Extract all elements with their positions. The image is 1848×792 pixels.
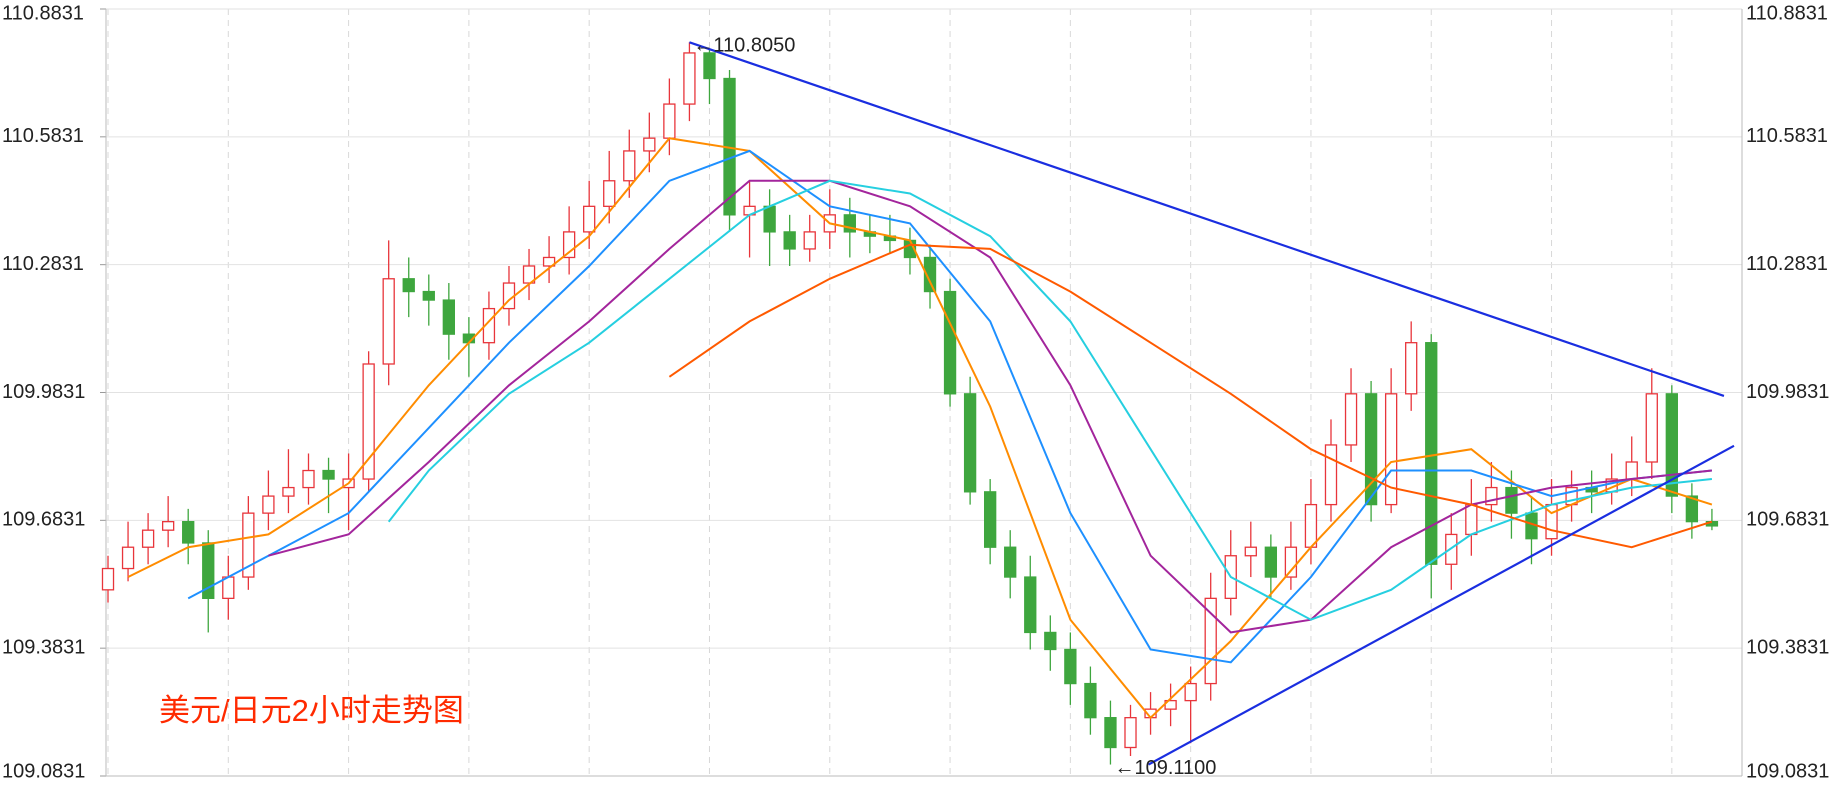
- y2-tick-label: 109.0831: [1746, 760, 1829, 782]
- candle-body: [402, 278, 415, 293]
- candle-body: [262, 495, 275, 514]
- candle-body: [1184, 682, 1197, 702]
- candle-body: [1645, 393, 1658, 463]
- candle-body: [202, 542, 215, 600]
- candle-body: [943, 290, 957, 395]
- candle-body: [663, 103, 676, 139]
- annotation: ←110.8050: [693, 35, 795, 57]
- candle-body: [362, 363, 375, 480]
- candle-body: [1264, 546, 1278, 578]
- candle-body: [1244, 546, 1257, 557]
- candle-body: [182, 521, 195, 544]
- candle-body: [1405, 342, 1418, 395]
- candle-body: [562, 231, 576, 259]
- candle-body: [1304, 503, 1318, 548]
- candle-body: [382, 278, 395, 365]
- ma-line: [387, 179, 1713, 621]
- chart-title: 美元/日元2小时走势图: [159, 693, 464, 728]
- y-tick-label: 110.5831: [2, 125, 84, 147]
- y-tick-label: 109.0831: [2, 760, 85, 782]
- candle-body: [623, 150, 636, 182]
- candle-body: [783, 231, 796, 250]
- candle-body: [442, 299, 456, 335]
- candle-body: [1024, 576, 1037, 634]
- y2-tick-label: 110.5831: [1746, 125, 1828, 147]
- candle-body: [1505, 486, 1518, 514]
- candle-body: [1204, 597, 1217, 685]
- candle-body: [923, 256, 937, 293]
- candle-body: [1084, 682, 1097, 719]
- trend-line: [1148, 444, 1735, 766]
- candle-body: [121, 546, 135, 570]
- candle-body: [1384, 393, 1398, 506]
- candle-body: [542, 256, 556, 267]
- y-tick-label: 110.8831: [2, 2, 84, 24]
- candle-body: [1064, 648, 1077, 685]
- ma-line: [668, 243, 1713, 549]
- candle-body: [983, 491, 997, 548]
- candle-body: [1004, 546, 1017, 578]
- candle-body: [1104, 717, 1117, 749]
- candle-body: [1364, 393, 1378, 506]
- candle-body: [583, 205, 596, 233]
- candle-body: [282, 486, 295, 497]
- annotation: ←109.1100: [1114, 757, 1216, 779]
- candle-body: [1425, 342, 1438, 565]
- candle-body: [161, 521, 175, 531]
- candle-body: [1685, 495, 1699, 523]
- candle-body: [482, 307, 496, 344]
- candle-body: [1284, 546, 1298, 578]
- y2-tick-label: 110.8831: [1746, 2, 1828, 24]
- ma-line: [187, 149, 1713, 664]
- candle-body: [843, 214, 856, 233]
- candle-body: [302, 469, 315, 489]
- candle-body: [1044, 631, 1057, 651]
- trend-line: [689, 41, 1725, 397]
- candle-body: [242, 512, 255, 578]
- candle-body: [803, 231, 816, 250]
- candle-body: [763, 205, 776, 233]
- candle-body: [141, 529, 155, 548]
- ma-line: [127, 137, 1713, 720]
- candle-body: [1485, 486, 1498, 506]
- candle-body: [1124, 717, 1137, 749]
- candle-body: [1465, 503, 1478, 536]
- candle-body: [1324, 444, 1338, 506]
- y-tick-label: 109.9831: [2, 381, 85, 403]
- candle-body: [1625, 461, 1638, 480]
- candle-body: [222, 576, 235, 600]
- y2-tick-label: 110.2831: [1746, 253, 1828, 275]
- y-tick-label: 109.3831: [2, 636, 85, 658]
- candle-body: [1344, 393, 1358, 446]
- candle-body: [963, 393, 977, 493]
- y2-tick-label: 109.6831: [1746, 509, 1829, 531]
- candle-body: [101, 567, 115, 591]
- candle-body: [322, 469, 335, 480]
- candle-body: [703, 52, 716, 80]
- y2-tick-label: 109.9831: [1746, 381, 1829, 403]
- candle-body: [603, 180, 616, 207]
- candle-body: [643, 137, 656, 152]
- y-tick-label: 109.6831: [2, 509, 85, 531]
- candle-body: [683, 52, 696, 105]
- y-tick-label: 110.2831: [2, 253, 84, 275]
- y2-tick-label: 109.3831: [1746, 636, 1829, 658]
- candle-body: [422, 290, 435, 301]
- candle-body: [1665, 393, 1678, 497]
